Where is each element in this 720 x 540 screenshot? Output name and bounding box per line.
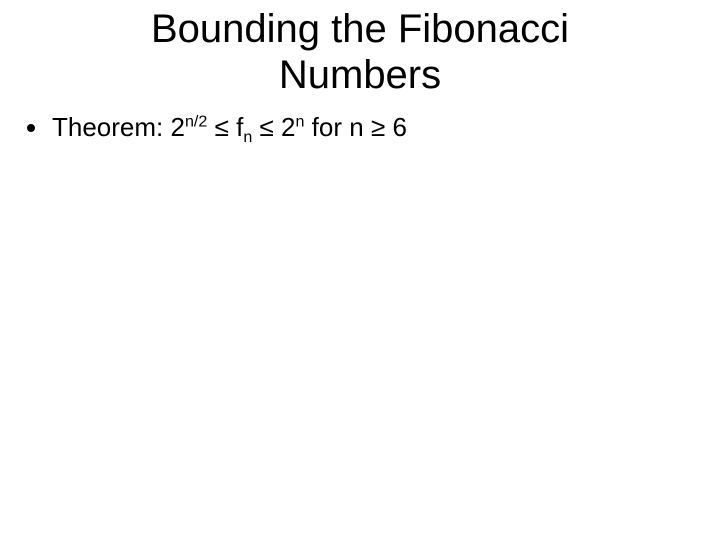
two-b: 2	[281, 112, 295, 142]
theorem-label: Theorem:	[52, 112, 163, 142]
six: 6	[385, 112, 407, 142]
leq-2: ≤	[252, 112, 281, 142]
title-line-2: Numbers	[279, 53, 441, 97]
gap	[163, 112, 170, 142]
title-line-1: Bounding the Fibonacci	[151, 7, 569, 51]
slide-body: Theorem: 2n/2 ≤ fn ≤ 2n for n ≥ 6	[0, 98, 720, 143]
theorem-bullet: Theorem: 2n/2 ≤ fn ≤ 2n for n ≥ 6	[50, 112, 720, 143]
geq: ≥	[371, 112, 385, 142]
slide: Bounding the Fibonacci Numbers Theorem: …	[0, 0, 720, 540]
exp-n-over-2: n/2	[185, 112, 207, 130]
f-sub-n: n	[243, 128, 252, 146]
slide-title: Bounding the Fibonacci Numbers	[0, 0, 720, 98]
for-n: for n	[304, 112, 370, 142]
two-a: 2	[171, 112, 185, 142]
bullet-list: Theorem: 2n/2 ≤ fn ≤ 2n for n ≥ 6	[28, 112, 720, 143]
leq-1: ≤	[207, 112, 236, 142]
